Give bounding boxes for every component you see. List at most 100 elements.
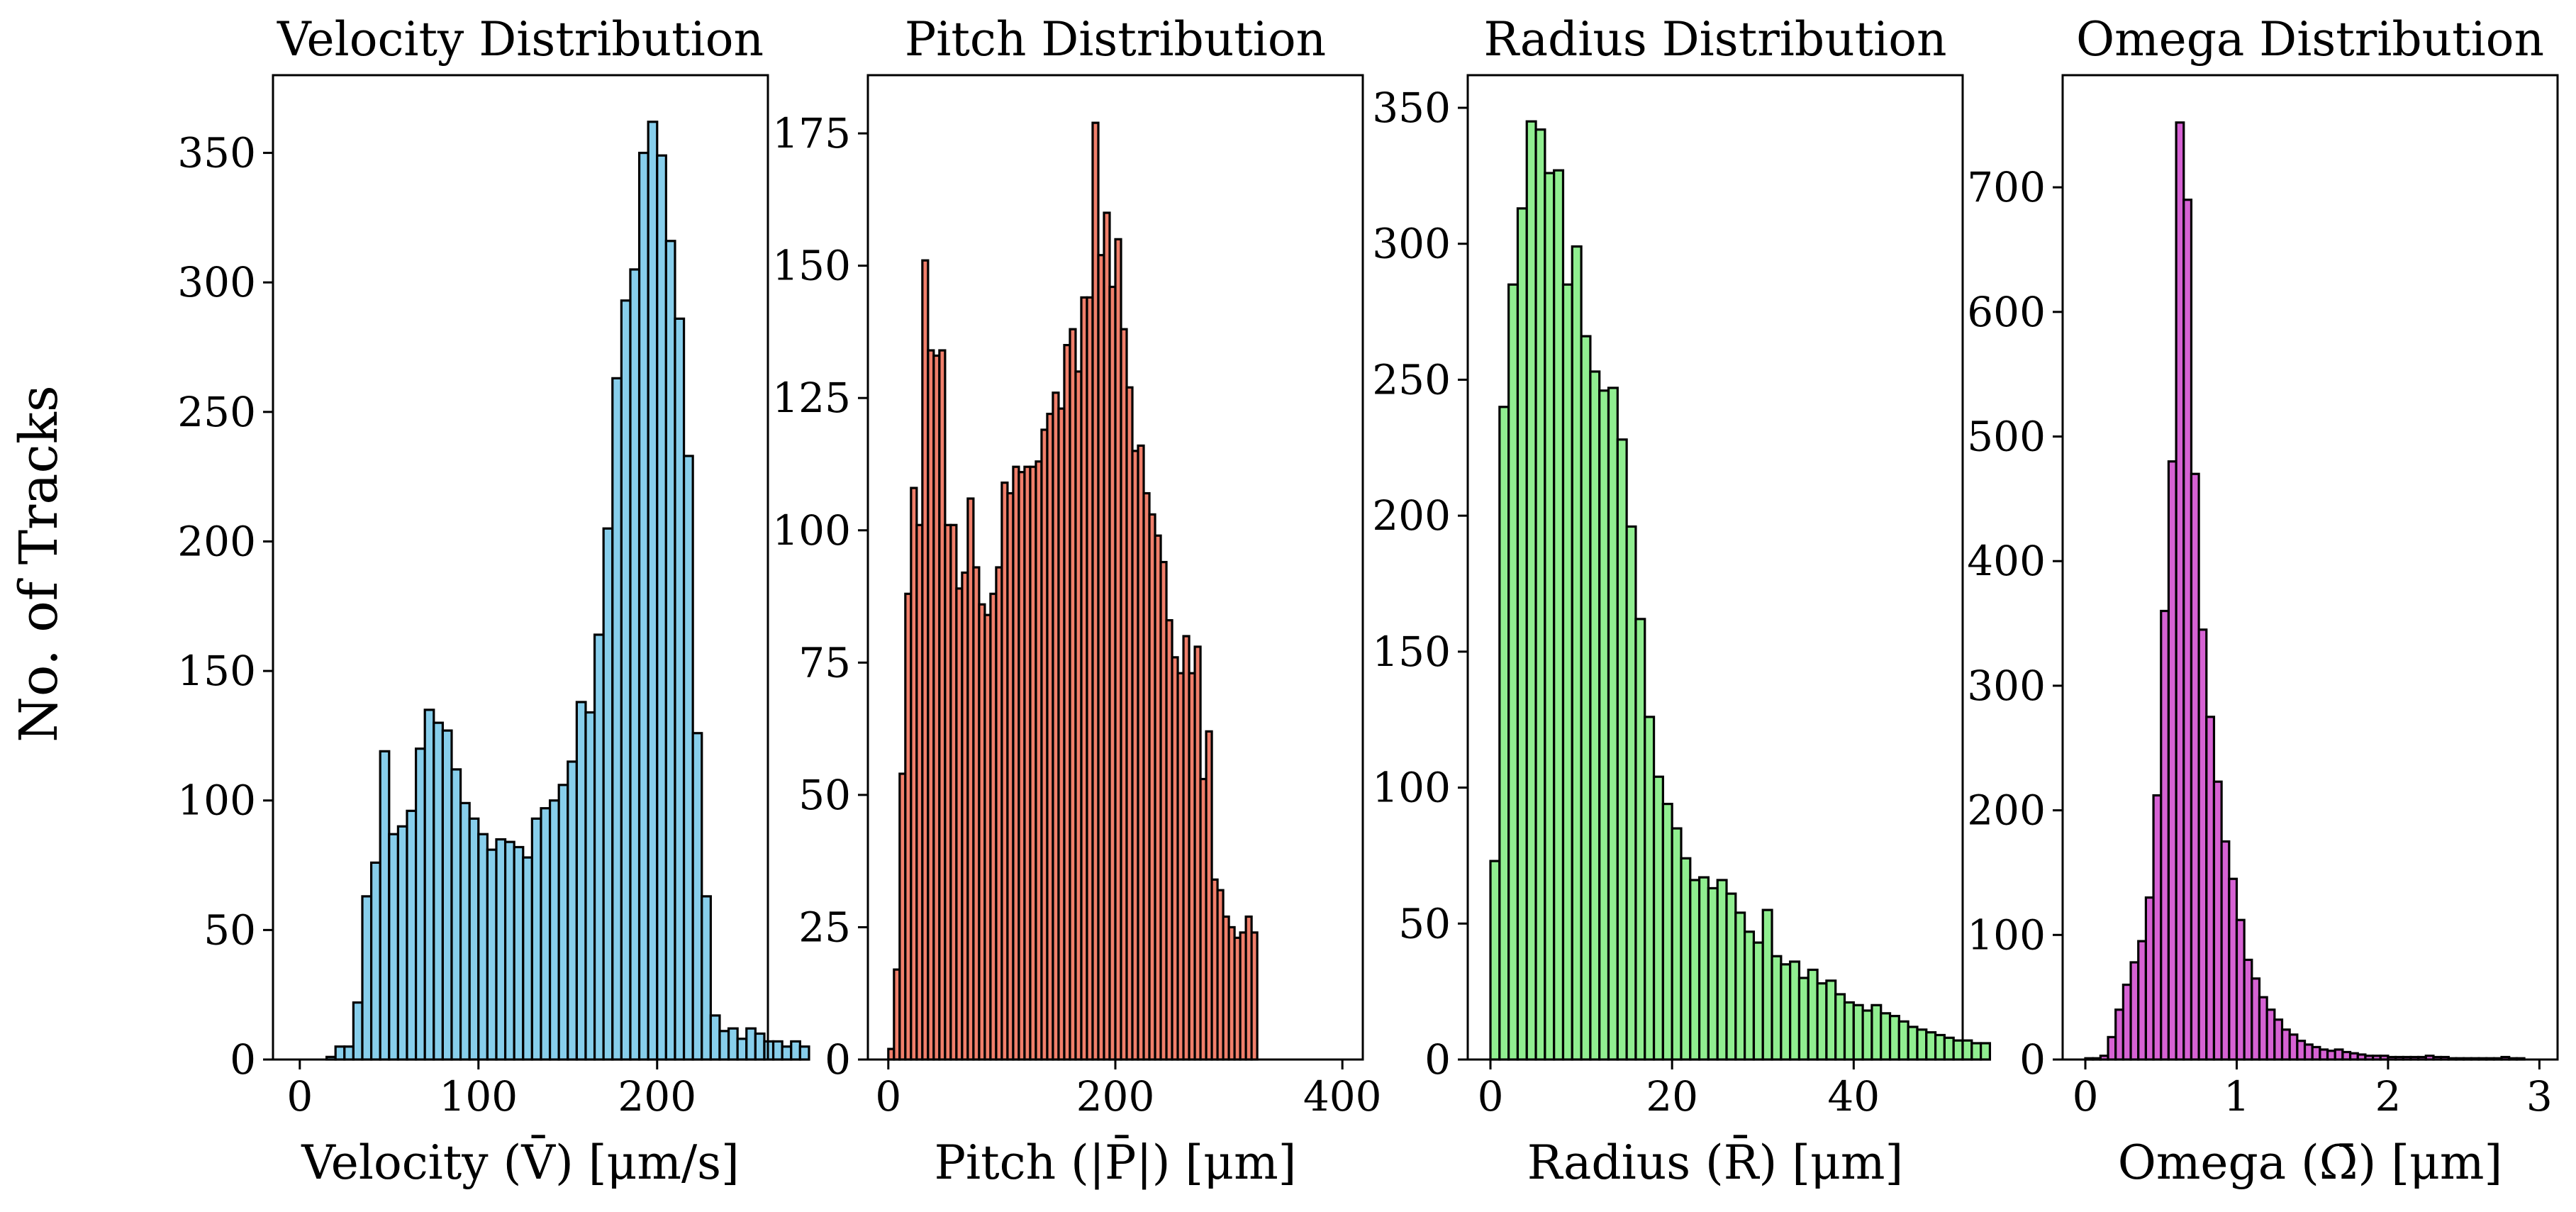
omega-bar [2265,1008,2276,1061]
radius-bar [1544,172,1556,1061]
pitch-histogram: 0 200 400 0 25 50 75 100 125 150 175 Pitch Distribu… [772,12,1381,1190]
velocity-bar [468,817,480,1061]
omega-bar [2334,1048,2344,1061]
velocity-bar [593,633,605,1061]
radius-bar [1834,993,1846,1061]
velocity-bar [414,747,426,1061]
omega-chart-title: Omega Distribution [2076,12,2544,67]
velocity-y-tick-label: 150 [177,647,256,695]
radius-bar [1697,876,1710,1061]
omega-bar [2190,472,2200,1061]
velocity-bar [352,1001,364,1061]
omega-y-tick-label: 500 [1967,413,2046,461]
omega-bar [2258,996,2268,1061]
radius-x-axis-label: Radius (R̄) [μm] [1527,1135,1903,1190]
velocity-x-tick-label: 0 [286,1072,313,1121]
velocity-y-tick-label: 50 [203,906,256,954]
velocity-bar [379,750,391,1061]
radius-bar [1888,1015,1900,1061]
omega-bar [2114,1008,2124,1061]
omega-x-tick-label: 2 [2375,1072,2401,1121]
velocity-bar [584,711,596,1061]
velocity-bar [629,268,641,1061]
radius-y-tick-label: 200 [1372,491,1451,540]
omega-bar [2220,840,2231,1061]
figure-ylabel: No. of Tracks [9,385,69,743]
velocity-bar [503,840,515,1061]
pitch-x-tick-label: 400 [1303,1072,1382,1121]
radius-bar [1843,1001,1855,1061]
radius-y-tick-label: 0 [1424,1035,1451,1084]
radius-bar [1553,169,1565,1061]
radius-bar [1607,387,1619,1061]
velocity-bar [682,455,694,1061]
velocity-bar [709,1014,721,1061]
radius-bar [1980,1042,1992,1061]
radius-bar [1725,892,1737,1061]
radius-bar [1561,283,1573,1061]
radius-bar [1852,1003,1864,1061]
velocity-bars [325,121,810,1061]
velocity-bar [433,721,444,1061]
radius-bar [1534,128,1546,1061]
radius-bar [1516,207,1528,1061]
omega-bar [2280,1028,2291,1061]
pitch-chart-title: Pitch Distribution [905,12,1326,67]
radius-bar [1880,1012,1892,1061]
pitch-y-tick-label: 0 [825,1035,851,1084]
radius-y-tick-label: 150 [1372,628,1451,676]
radius-bar [1716,879,1728,1061]
pitch-y-tick-label: 50 [798,771,851,819]
omega-bar [2251,977,2261,1061]
omega-bar [2243,958,2253,1061]
omega-plot-frame [2061,74,2559,1061]
velocity-histogram: 0 100 200 0 50 100 150 200 250 300 350 Velocity Dis… [177,12,810,1190]
radius-bar [1807,968,1819,1061]
omega-bar [2326,1050,2336,1061]
radius-bar [1897,1020,1909,1061]
radius-bar [1861,1009,1873,1061]
radius-bar [1961,1039,1973,1061]
velocity-bar [361,895,373,1061]
radius-chart-title: Radius Distribution [1484,12,1947,67]
velocity-bar [718,1030,730,1061]
omega-bar [2160,609,2170,1061]
pitch-y-tick-label: 25 [798,903,851,951]
velocity-bar [637,151,649,1061]
pitch-x-tick-label: 0 [875,1072,901,1121]
velocity-y-tick-label: 200 [177,517,256,565]
radius-bar [1689,879,1701,1061]
velocity-bar [540,807,552,1061]
radius-bar [1761,908,1773,1061]
velocity-bar [423,708,435,1061]
radius-bar [1789,960,1801,1061]
pitch-bars [887,121,1259,1061]
pitch-x-tick-label: 200 [1076,1072,1155,1121]
radius-bar [1652,775,1664,1061]
velocity-bar [441,729,453,1061]
radius-y-tick-label: 250 [1372,355,1451,404]
omega-bar [2129,961,2140,1061]
velocity-bar [575,701,587,1061]
omega-y-tick-label: 200 [1967,786,2046,835]
radius-bar [1634,618,1646,1061]
velocity-bar [495,838,507,1061]
omega-bar [2212,780,2223,1061]
radius-y-tick-label: 100 [1372,764,1451,812]
radius-bar [1507,283,1520,1061]
omega-bar [2341,1050,2352,1061]
omega-x-axis-label: Omega (Ω̄) [μm] [2118,1135,2503,1190]
velocity-x-tick-label: 100 [439,1072,518,1121]
velocity-bar [486,848,498,1061]
velocity-bar [450,768,462,1061]
radius-bar [1752,941,1764,1061]
radius-y-tick-label: 350 [1372,84,1451,132]
velocity-y-tick-label: 300 [177,258,256,306]
radius-x-tick-label: 0 [1478,1072,1504,1121]
velocity-bar [406,809,418,1061]
omega-bar [2228,877,2238,1061]
radius-bar [1671,827,1683,1061]
radius-y-tick-label: 300 [1372,220,1451,268]
omega-bar [2197,628,2208,1061]
radius-bar [1952,1039,1964,1061]
